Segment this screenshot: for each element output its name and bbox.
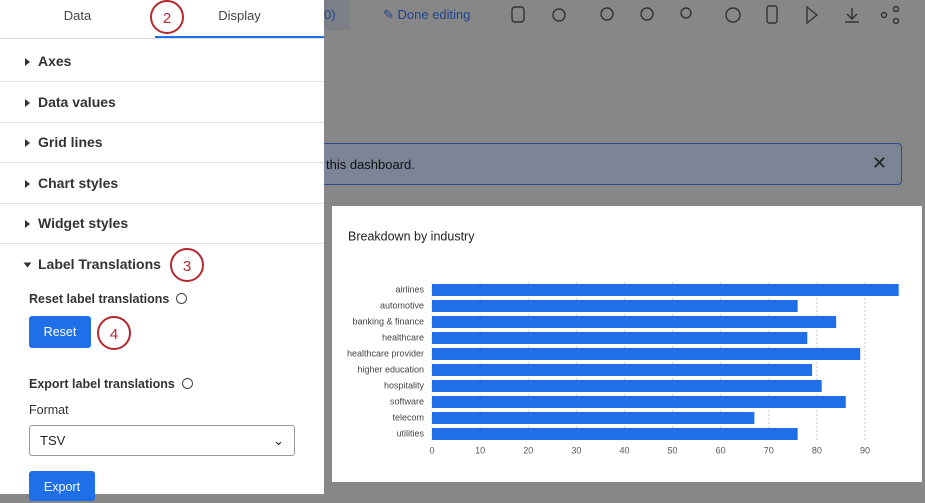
callout: 3	[170, 248, 204, 282]
section-title: Label Translations	[38, 255, 161, 272]
section-title: Widget styles	[38, 215, 129, 231]
y-tick-label: utilities	[396, 428, 424, 438]
x-tick-label: 20	[523, 445, 533, 455]
y-tick-label: telecom	[392, 412, 424, 422]
section-title: Grid lines	[38, 134, 103, 150]
info-icon[interactable]	[181, 378, 193, 389]
section-title: Chart styles	[38, 174, 119, 191]
y-tick-label: healthcare	[382, 332, 424, 342]
reset-label-text: Reset label translations	[29, 292, 170, 306]
format-value: TSV	[40, 433, 66, 448]
x-tick-label: 10	[475, 445, 485, 455]
chevron	[25, 58, 30, 66]
y-tick-label: software	[390, 396, 424, 406]
reset-label: Reset label translations	[29, 292, 188, 306]
tab[interactable]: Data	[63, 8, 92, 23]
sidebar: Data Display 2 Axes Data values Grid lines…	[0, 0, 324, 501]
chevron	[23, 262, 32, 267]
y-tick-label: hospitality	[384, 380, 425, 390]
toolbar-icons	[511, 5, 900, 25]
banner-close[interactable]: ✕	[871, 153, 887, 173]
chevron	[25, 139, 30, 147]
divider	[0, 38, 324, 39]
x-tick-label: 30	[571, 445, 581, 455]
toolbar-partial[interactable]: 0)	[324, 0, 350, 30]
section-header[interactable]: Label Translations	[0, 244, 324, 284]
info-icon[interactable]	[176, 293, 188, 304]
format-select[interactable]: TSV ⌄	[29, 425, 295, 456]
y-tick-label: automotive	[380, 300, 424, 310]
x-tick-label: 0	[429, 445, 434, 455]
bar	[432, 300, 798, 312]
section-title: Data values	[38, 93, 116, 110]
export-label: Export label translations	[29, 377, 193, 391]
callout: 2	[150, 0, 184, 34]
bar	[432, 332, 808, 344]
bar	[432, 412, 755, 424]
section-title: Axes	[38, 53, 72, 69]
tab[interactable]: Display	[155, 0, 324, 38]
y-tick-label: banking & finance	[352, 316, 424, 326]
bar	[432, 284, 899, 296]
y-tick-label: higher education	[357, 364, 424, 374]
done-editing[interactable]: ✎ Done editing	[383, 7, 471, 22]
done-editing-text: Done editing	[397, 7, 471, 22]
x-tick-label: 60	[716, 445, 726, 455]
banner: this dashboard. ✕	[314, 143, 902, 185]
toolbar-partial-text: 0)	[324, 7, 336, 22]
chevron	[25, 220, 30, 228]
x-tick-label: 90	[860, 445, 870, 455]
bar	[432, 364, 813, 376]
reset-button[interactable]: Reset	[29, 316, 91, 348]
x-tick-label: 40	[619, 445, 629, 455]
chart-title: Breakdown by industry	[348, 229, 475, 243]
chevron	[25, 179, 30, 188]
callout: 4	[97, 316, 131, 350]
y-tick-label: healthcare provider	[347, 348, 424, 358]
export-label-text: Export label translations	[29, 377, 175, 391]
chart: Breakdown by industry 0 10 20 30 40 50 60 70 80 9…	[332, 206, 922, 482]
format-label: Format	[29, 403, 69, 417]
y-tick-label: airlines	[395, 284, 424, 294]
section-header[interactable]: Widget styles	[0, 203, 324, 244]
section-header[interactable]: Data values	[0, 82, 324, 123]
bar	[432, 380, 822, 392]
bar	[432, 348, 861, 360]
export-button[interactable]: Export	[29, 471, 95, 501]
bar	[432, 428, 798, 440]
section-header[interactable]: Chart styles	[0, 163, 324, 204]
x-tick-label: 50	[668, 445, 678, 455]
bar	[432, 316, 837, 328]
banner-text: this dashboard.	[326, 157, 415, 172]
x-tick-label: 80	[812, 445, 822, 455]
section-header[interactable]: Axes	[0, 41, 324, 82]
bar	[432, 396, 846, 408]
section-header[interactable]: Grid lines	[0, 122, 324, 163]
x-tick-label: 70	[764, 445, 774, 455]
select-chevron: ⌄	[273, 433, 284, 448]
chevron	[25, 98, 30, 107]
